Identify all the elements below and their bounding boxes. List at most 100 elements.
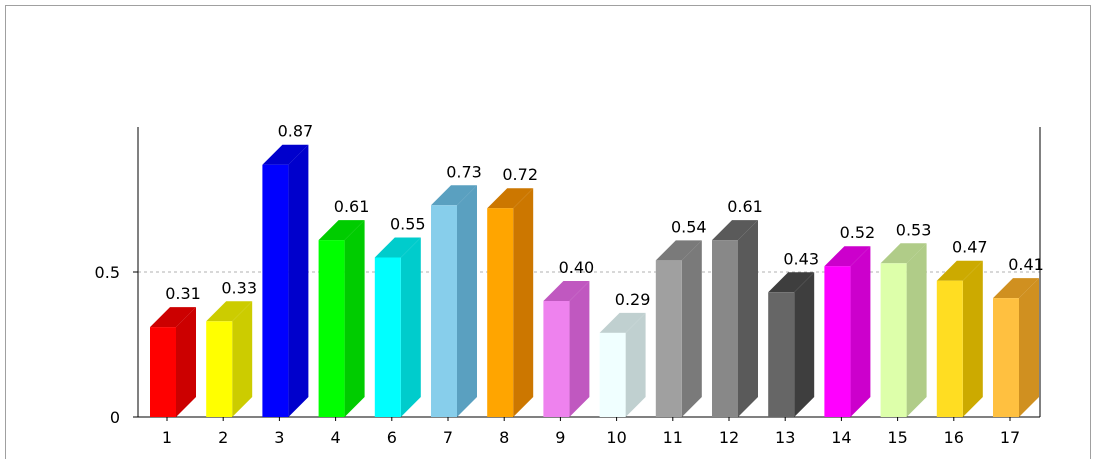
x-tick-label: 1 — [162, 428, 172, 447]
data-label: 0.52 — [840, 223, 876, 242]
bar-front — [206, 321, 233, 417]
x-tick-label: 8 — [499, 428, 509, 447]
bar-8 — [487, 188, 534, 417]
bar-side — [513, 188, 534, 417]
bar-top — [712, 220, 758, 241]
x-tick-label: 16 — [944, 428, 964, 447]
bar-13 — [768, 272, 815, 417]
bar-front — [543, 301, 570, 417]
y-tick-label: 0.5 — [95, 263, 120, 282]
bar-top — [543, 281, 590, 301]
data-label: 0.41 — [1008, 255, 1044, 274]
bar-top — [206, 301, 253, 322]
bar-side — [681, 240, 702, 417]
bar-side — [176, 307, 196, 417]
data-label: 0.87 — [278, 122, 314, 141]
bar-17 — [993, 278, 1039, 417]
bar-side — [457, 185, 477, 417]
data-label: 0.53 — [896, 220, 932, 239]
y-tick-label: 0 — [110, 408, 120, 427]
bar-9 — [543, 281, 590, 417]
bar-top — [824, 246, 871, 267]
bar-front — [374, 257, 401, 417]
data-label: 0.73 — [446, 162, 482, 181]
bar-top — [150, 307, 196, 328]
x-tick-label: 12 — [719, 428, 739, 447]
bar-top — [262, 144, 309, 165]
bar-15 — [880, 243, 927, 417]
bar-front — [655, 260, 682, 417]
x-tick-label: 10 — [606, 428, 626, 447]
x-tick-label: 6 — [387, 428, 397, 447]
bar-side — [625, 312, 646, 417]
bar-11 — [655, 240, 702, 417]
bar-front — [824, 266, 851, 417]
bar-front — [768, 292, 795, 417]
bar-front — [993, 298, 1019, 417]
bar-top — [768, 272, 815, 293]
x-tick-label: 15 — [887, 428, 907, 447]
chart-border — [5, 5, 1091, 459]
bar-side — [569, 281, 590, 417]
data-label: 0.29 — [615, 290, 651, 309]
bar-front — [880, 263, 907, 417]
x-tick-label: 7 — [443, 428, 453, 447]
bar-front — [487, 208, 514, 417]
bar-14 — [824, 246, 871, 417]
bar-top — [487, 188, 534, 209]
bar-top — [993, 278, 1039, 299]
x-tick-label: 4 — [331, 428, 341, 447]
bar-front — [599, 332, 626, 417]
bar-1 — [150, 307, 196, 417]
data-label: 0.43 — [783, 249, 819, 268]
bar-side — [232, 301, 253, 417]
bar-16 — [936, 260, 983, 417]
data-label: 0.47 — [952, 238, 988, 257]
bar-6 — [374, 237, 421, 417]
bar-side — [962, 260, 983, 417]
bar-7 — [431, 185, 477, 417]
bar-side — [344, 220, 365, 417]
x-tick-label: 14 — [831, 428, 851, 447]
bar-2 — [206, 301, 253, 417]
data-label: 0.40 — [559, 258, 595, 277]
data-label: 0.72 — [502, 165, 538, 184]
bar-front — [150, 327, 176, 417]
bar-front — [431, 205, 457, 417]
bar-3 — [262, 144, 309, 417]
bar-side — [906, 243, 927, 417]
data-label: 0.55 — [390, 215, 426, 234]
bar-top — [655, 240, 702, 261]
bar-10 — [599, 312, 646, 417]
x-tick-label: 17 — [1000, 428, 1020, 447]
bar-top — [431, 185, 477, 206]
data-label: 0.33 — [221, 278, 257, 297]
x-tick-label: 3 — [274, 428, 284, 447]
bar-side — [1019, 278, 1039, 417]
bar-front — [262, 164, 289, 417]
bar-12 — [712, 220, 758, 417]
x-tick-label: 13 — [775, 428, 795, 447]
x-tick-label: 11 — [663, 428, 683, 447]
bar-4 — [318, 220, 365, 417]
bar-side — [288, 144, 309, 417]
bar-front — [318, 240, 345, 417]
x-tick-label: 9 — [555, 428, 565, 447]
bar-side — [850, 246, 871, 417]
bar-top — [318, 220, 365, 241]
x-tick-label: 2 — [218, 428, 228, 447]
bar-front — [936, 280, 963, 417]
data-label: 0.61 — [727, 197, 763, 216]
bar-top — [599, 312, 646, 333]
bar-top — [936, 260, 983, 281]
bar-top — [374, 237, 421, 258]
data-label: 0.61 — [334, 197, 370, 216]
bar-side — [738, 220, 758, 417]
bar-top — [880, 243, 927, 264]
bar-front — [712, 240, 738, 417]
bar-side — [794, 272, 815, 417]
data-label: 0.54 — [671, 217, 707, 236]
bar-side — [400, 237, 421, 417]
